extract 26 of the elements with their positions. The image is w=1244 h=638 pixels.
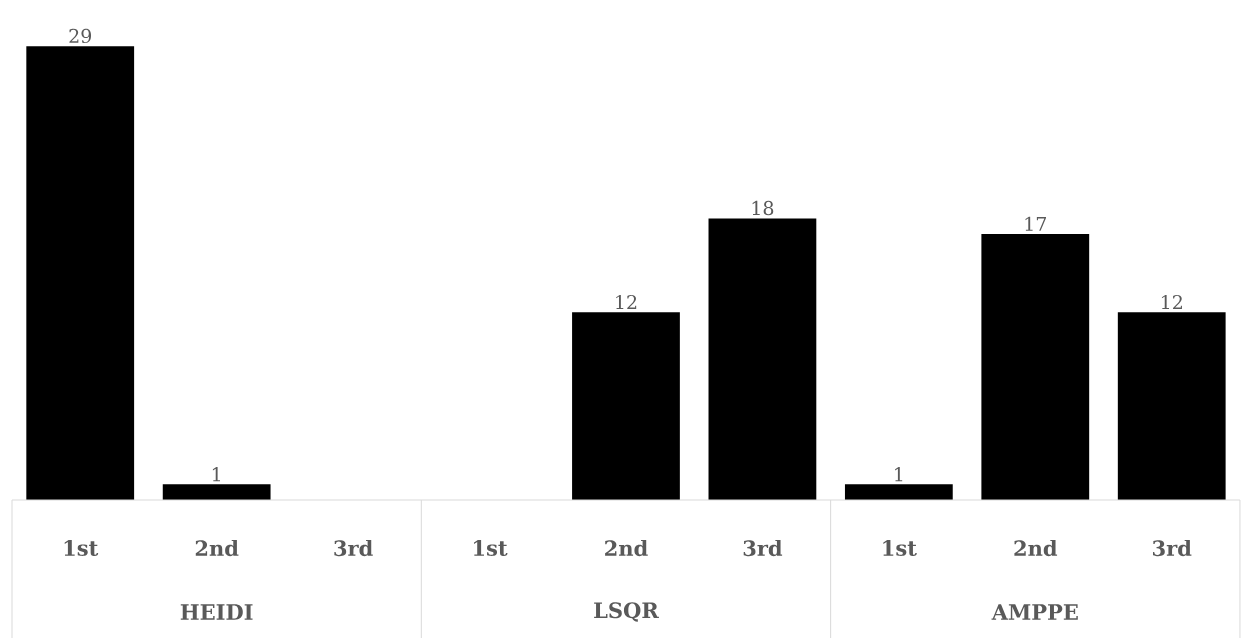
- text: AMPPE: [991, 604, 1078, 620]
- data-label: 17: [1025, 216, 1046, 231]
- data-label: 29: [69, 28, 92, 44]
- x-tick-label: 1st: [474, 540, 508, 556]
- text: HEIDI: [180, 604, 253, 620]
- data-label: 12: [1161, 294, 1182, 310]
- data-label: 18: [752, 200, 774, 216]
- bar: [26, 46, 135, 500]
- bar: [981, 234, 1090, 500]
- data-label: 1: [895, 467, 903, 482]
- x-tick-label: 3rd: [334, 539, 373, 557]
- x-tick-label: 3rd: [743, 539, 783, 557]
- x-tick-label: 3rd: [1153, 539, 1192, 557]
- x-tick-label: 2nd: [195, 539, 239, 557]
- x-tick-label: 1st: [883, 540, 917, 556]
- text: LSQR: [594, 602, 659, 622]
- data-label: 1: [212, 467, 220, 482]
- bar: [572, 312, 680, 500]
- bar: [708, 218, 817, 500]
- bar: [844, 484, 953, 500]
- x-tick-label: 2nd: [1014, 539, 1058, 557]
- x-tick-label: 1st: [64, 540, 99, 556]
- data-label: 12: [616, 294, 637, 310]
- bar: [1117, 312, 1226, 500]
- x-tick-label: 2nd: [605, 539, 648, 557]
- bar: [162, 484, 271, 500]
